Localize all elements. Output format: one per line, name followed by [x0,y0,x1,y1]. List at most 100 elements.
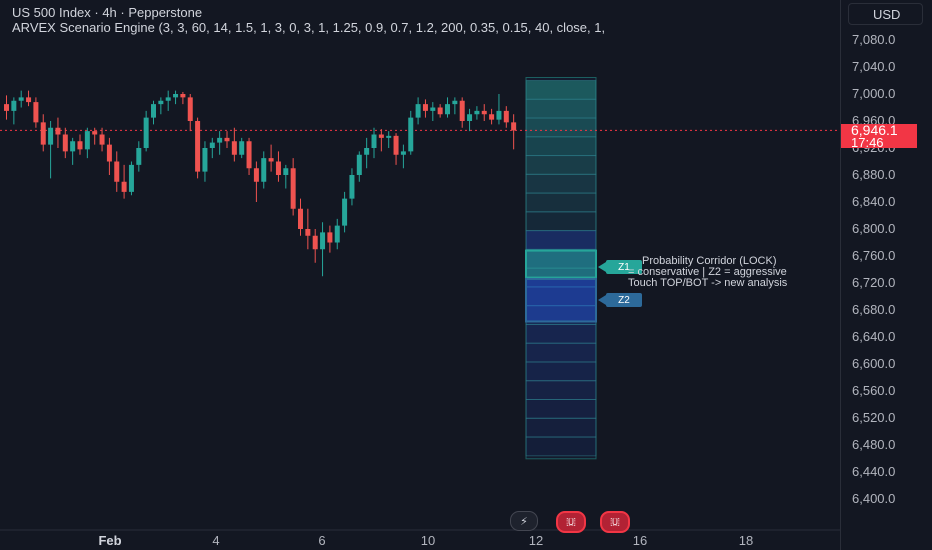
candle-body [165,97,171,101]
date-label: 16 [632,533,648,548]
corridor-band [525,323,597,344]
us-flag-icon[interactable]: 🇺 [556,511,586,533]
candle-body [356,154,362,175]
candle-body [290,168,296,209]
price-tick-label: 6,760.0 [852,248,896,263]
candle-body [246,141,252,169]
z1-tag-arrow [598,262,606,272]
price-tick-label: 6,560.0 [852,383,896,398]
z2-zone [525,277,597,323]
candle-body [231,141,237,155]
candle-body [415,104,421,118]
currency-button[interactable]: USD [848,3,923,25]
candle-body [114,161,120,182]
candle-body [386,135,392,138]
corridor-band [525,417,597,438]
candle-body [371,134,377,148]
candle-body [378,134,384,138]
current-price-tag: 6,946.1 17:46 [841,122,917,149]
corridor-annotation: Probability Corridor (LOCK) = conservati… [628,256,840,289]
candle-body [459,100,465,121]
date-label: Feb [98,533,122,548]
candle-body [55,127,61,135]
candle-body [334,225,340,243]
candle-body [26,97,32,103]
candle-body [445,104,450,115]
annotation-line-3: Touch TOP/BOT -> new analysis [628,277,788,289]
candle-body [121,181,127,192]
candle-body [92,131,98,135]
candle-body [77,141,83,150]
candle-body [437,107,443,115]
candle-body [467,114,473,121]
price-tick-label: 6,600.0 [852,356,896,371]
candle-body [364,148,370,155]
candle-body [143,117,149,148]
corridor-band [525,399,597,419]
candle-body [128,164,134,192]
candle-body [180,94,186,98]
candle-body [99,134,105,145]
candle-body [239,141,245,155]
price-tick-label: 6,800.0 [852,221,896,236]
candle-body [40,122,46,145]
price-tick-label: 6,400.0 [852,491,896,506]
candle-body [84,131,90,150]
z2-tag-arrow [598,295,606,305]
price-tick-label: 7,080.0 [852,32,896,47]
z2-tag: Z2 [606,293,642,307]
candle-body [70,141,76,152]
annotation-line-1: Probability Corridor (LOCK) [642,256,777,267]
candle-body [305,229,311,236]
candle-body [173,94,179,98]
candle-body [496,110,502,120]
candle-body [298,208,303,229]
candle-body [202,148,208,172]
candle-body [393,135,399,155]
candle-body [430,107,436,111]
candle-body [253,168,259,182]
candle-body [503,110,509,123]
indicator-title[interactable]: ARVEX Scenario Engine (3, 3, 60, 14, 1.5… [12,20,606,35]
candle-body [48,127,54,145]
corridor-band [525,155,597,175]
candle-body [312,235,318,250]
candle-body [400,151,406,155]
candle-body [106,144,112,162]
candle-body [136,148,142,165]
corridor-band [525,173,597,194]
us-flag-icon[interactable]: 🇺 [600,511,630,533]
symbol-title[interactable]: US 500 Index · 4h · Pepperstone [12,5,203,20]
annotation-line-2: = conservative | Z2 = aggressive [628,266,787,278]
candle-body [408,117,414,152]
candle-body [481,110,487,115]
candle-body [158,100,164,105]
candle-body [422,104,428,111]
corridor-band [525,98,597,119]
corridor-band [525,342,597,363]
candle-body [187,97,193,121]
candle-body [209,142,215,148]
candle-body [62,134,68,152]
corridor-band [525,361,597,382]
candle-body [474,110,480,115]
candle-body [11,100,17,111]
candle-body [268,158,274,162]
candle-body [224,137,230,142]
price-tick-label: 6,840.0 [852,194,896,209]
date-label: 18 [738,533,754,548]
candle-body [33,102,39,123]
z1-tag: Z1 [606,260,642,274]
candle-body [283,168,289,175]
corridor-band [525,80,597,100]
candle-body [320,232,326,250]
candle-body [195,121,201,172]
candle-body [18,97,24,101]
lightning-icon[interactable]: ⚡ [510,511,538,531]
price-axis[interactable] [840,0,932,550]
price-tick-label: 6,640.0 [852,329,896,344]
date-label: 6 [318,533,326,548]
corridor-band [525,136,597,157]
current-price-value: 6,946.1 [851,122,898,138]
